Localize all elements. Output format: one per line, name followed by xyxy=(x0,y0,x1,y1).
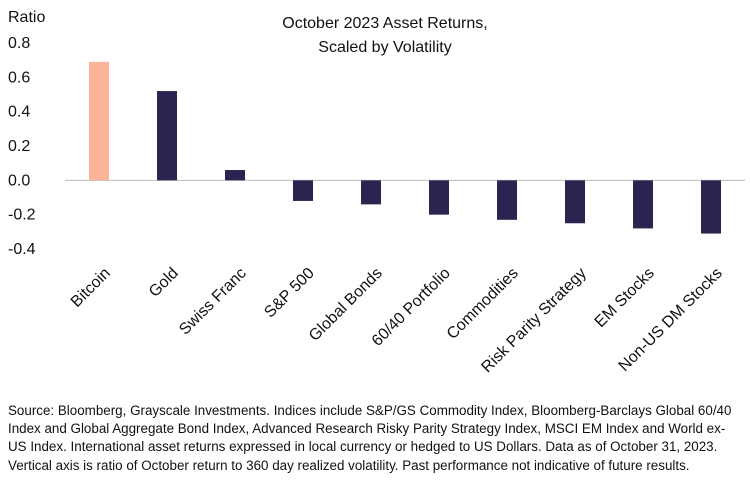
chart-title-line-2: Scaled by Volatility xyxy=(318,39,451,56)
bars-group xyxy=(89,61,721,234)
x-tick-label: Swiss Franc xyxy=(176,265,250,339)
bar-s-p-500 xyxy=(293,180,313,201)
y-tick-label: 0.8 xyxy=(8,35,30,52)
x-tick-label: Bitcoin xyxy=(68,265,114,311)
chart-container: October 2023 Asset Returns, Scaled by Vo… xyxy=(8,9,745,376)
y-tick-label: 0.2 xyxy=(8,138,30,155)
y-tick-label: -0.2 xyxy=(8,207,36,224)
x-tick-label: S&P 500 xyxy=(261,265,318,322)
x-tick-label: EM Stocks xyxy=(592,265,658,331)
bar-gold xyxy=(157,91,177,181)
x-tick-label: Gold xyxy=(146,265,182,301)
bar-chart: October 2023 Asset Returns, Scaled by Vo… xyxy=(8,9,745,376)
bar-bitcoin xyxy=(89,61,109,181)
source-footnote: Source: Bloomberg, Grayscale Investments… xyxy=(8,403,732,473)
bar-global-bonds xyxy=(361,180,381,205)
bar-swiss-franc xyxy=(225,170,245,181)
bar-commodities xyxy=(497,180,517,220)
bar-em-stocks xyxy=(633,180,653,229)
y-axis-label: Ratio xyxy=(8,9,45,26)
bar-risk-parity-strategy xyxy=(565,180,585,224)
y-tick-label: 0.4 xyxy=(8,104,30,121)
bar-non-us-dm-stocks xyxy=(701,180,721,234)
y-tick-label: 0.0 xyxy=(8,172,30,189)
bar-60-40-portfolio xyxy=(429,180,449,215)
y-tick-label: 0.6 xyxy=(8,69,30,86)
y-tick-label: -0.4 xyxy=(8,241,36,258)
chart-title-line-1: October 2023 Asset Returns, xyxy=(282,15,487,32)
y-axis-ticks: 0.8 0.6 0.4 0.2 0.0 -0.2 -0.4 xyxy=(8,35,36,258)
